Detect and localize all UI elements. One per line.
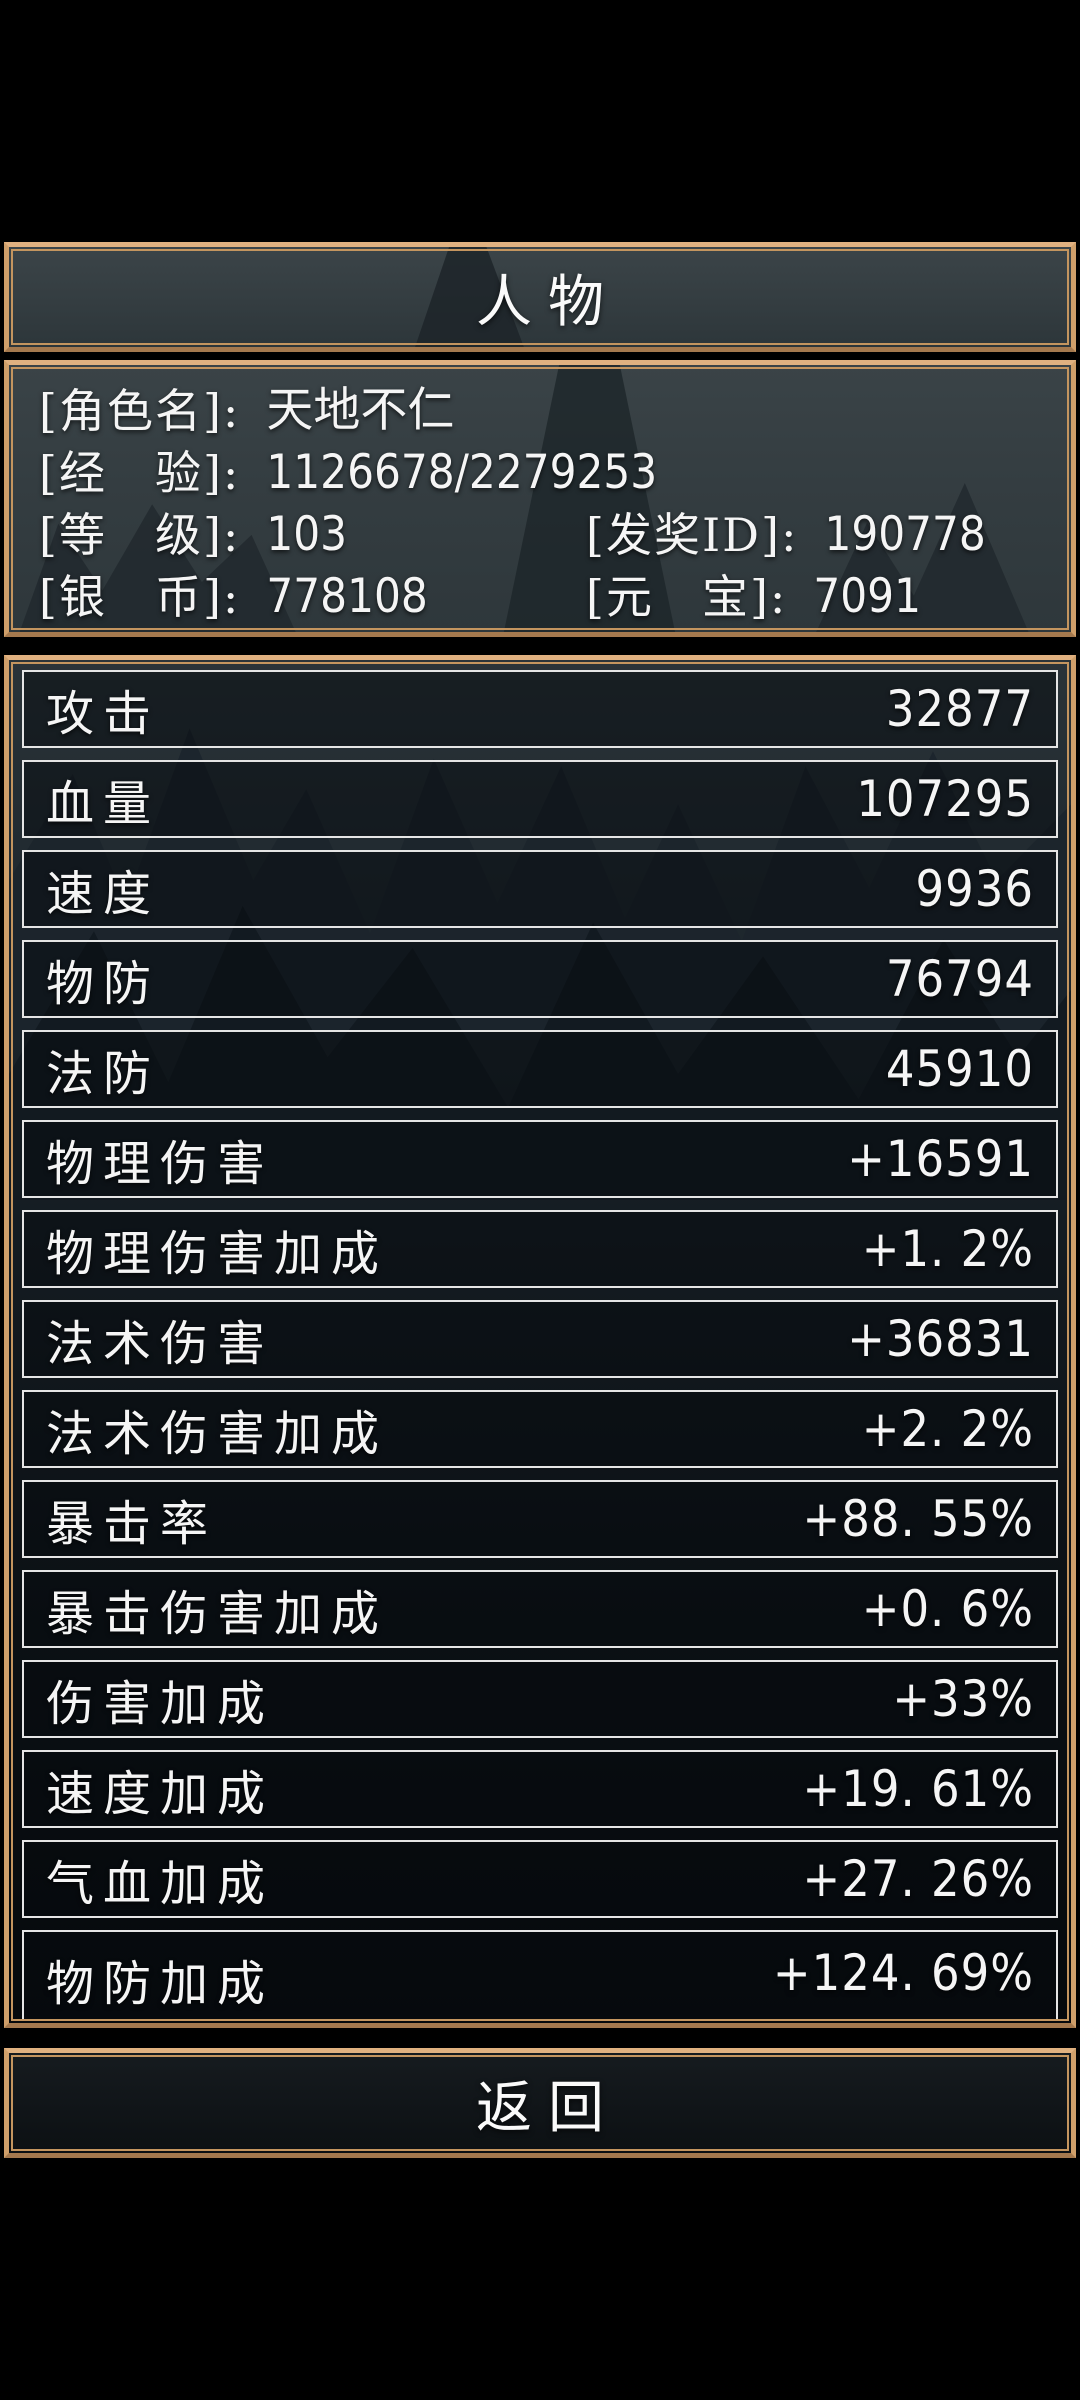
- stat-row: 血量 107295: [22, 760, 1058, 838]
- stat-label: 速度: [46, 866, 161, 922]
- stat-label: 血量: [46, 776, 161, 832]
- info-label: [银 币]:: [39, 570, 241, 624]
- title-panel: 人物: [4, 242, 1076, 352]
- stat-value: +19. 61%: [802, 1760, 1034, 1818]
- stat-value: 45910: [885, 1040, 1034, 1098]
- info-value: 190778: [824, 507, 986, 562]
- stats-panel: 攻击 32877 血量 107295 速度 9936 物防 76794 法防 4…: [4, 655, 1076, 2028]
- stat-value: +1. 2%: [861, 1220, 1034, 1278]
- stat-label: 暴击率: [46, 1496, 218, 1552]
- stat-label: 物理伤害加成: [46, 1226, 389, 1282]
- stat-value: 107295: [856, 770, 1034, 828]
- info-value: 天地不仁: [266, 383, 455, 438]
- character-info-panel: [角色名]: 天地不仁 [经 验]: 1126678/2279253 [等 级]…: [4, 360, 1076, 637]
- stat-label: 伤害加成: [46, 1676, 275, 1732]
- stat-label: 攻击: [46, 686, 161, 742]
- stat-row: 暴击率 +88. 55%: [22, 1480, 1058, 1558]
- stat-label: 物理伤害: [46, 1136, 275, 1192]
- back-button[interactable]: 返回: [4, 2048, 1076, 2158]
- info-label: [元 宝]:: [586, 570, 788, 624]
- stat-label: 法防: [46, 1046, 161, 1102]
- stat-value: +16591: [847, 1130, 1034, 1188]
- stat-row: 法防 45910: [22, 1030, 1058, 1108]
- stat-row: 物防加成 +124. 69%: [22, 1930, 1058, 2021]
- stat-value: 32877: [885, 680, 1034, 738]
- stat-row: 速度 9936: [22, 850, 1058, 928]
- info-line-coins: [银 币]: 778108 [元 宝]: 7091: [39, 566, 1057, 628]
- info-backdrop: [9, 365, 1071, 632]
- stat-row: 伤害加成 +33%: [22, 1660, 1058, 1738]
- info-value: 1126678/2279253: [266, 445, 658, 500]
- info-line-exp: [经 验]: 1126678/2279253: [39, 442, 1057, 504]
- stat-label: 物防: [46, 956, 161, 1012]
- stat-value: +36831: [847, 1310, 1034, 1368]
- stat-value: 76794: [885, 950, 1034, 1008]
- info-label: [等 级]:: [39, 508, 241, 562]
- title-backdrop: [9, 247, 1071, 347]
- stat-row: 速度加成 +19. 61%: [22, 1750, 1058, 1828]
- stats-list[interactable]: 攻击 32877 血量 107295 速度 9936 物防 76794 法防 4…: [22, 670, 1058, 2021]
- stat-label: 法术伤害: [46, 1316, 275, 1372]
- stat-value: +0. 6%: [861, 1580, 1034, 1638]
- stat-value: +33%: [892, 1670, 1034, 1728]
- stat-row: 物理伤害加成 +1. 2%: [22, 1210, 1058, 1288]
- info-label: [经 验]:: [39, 446, 241, 500]
- stat-label: 法术伤害加成: [46, 1406, 389, 1462]
- back-label: 返回: [476, 2075, 620, 2141]
- info-line-level-id: [等 级]: 103 [发奖ID]: 190778: [39, 504, 1057, 566]
- stat-row: 物理伤害 +16591: [22, 1120, 1058, 1198]
- stat-label: 物防加成: [46, 1956, 275, 2012]
- stat-label: 气血加成: [46, 1856, 275, 1912]
- info-value: 778108: [266, 569, 428, 624]
- info-label: [角色名]:: [39, 384, 241, 438]
- stat-row: 攻击 32877: [22, 670, 1058, 748]
- info-value: 7091: [813, 569, 921, 624]
- stat-row: 法术伤害 +36831: [22, 1300, 1058, 1378]
- stat-row: 物防 76794: [22, 940, 1058, 1018]
- info-label: [发奖ID]:: [586, 508, 799, 562]
- back-backdrop: [9, 2053, 1071, 2153]
- stat-value: 9936: [915, 860, 1034, 918]
- stat-row: 暴击伤害加成 +0. 6%: [22, 1570, 1058, 1648]
- stat-label: 速度加成: [46, 1766, 275, 1822]
- stat-value: +2. 2%: [861, 1400, 1034, 1458]
- stat-value: +27. 26%: [802, 1850, 1034, 1908]
- stat-value: +124. 69%: [772, 1944, 1034, 2002]
- stat-label: 暴击伤害加成: [46, 1586, 389, 1642]
- stat-row: 气血加成 +27. 26%: [22, 1840, 1058, 1918]
- stat-row: 法术伤害加成 +2. 2%: [22, 1390, 1058, 1468]
- stat-value: +88. 55%: [802, 1490, 1034, 1548]
- page-title: 人物: [476, 269, 620, 335]
- info-lines: [角色名]: 天地不仁 [经 验]: 1126678/2279253 [等 级]…: [39, 380, 1057, 628]
- info-value: 103: [266, 507, 348, 562]
- info-line-name: [角色名]: 天地不仁: [39, 380, 1057, 442]
